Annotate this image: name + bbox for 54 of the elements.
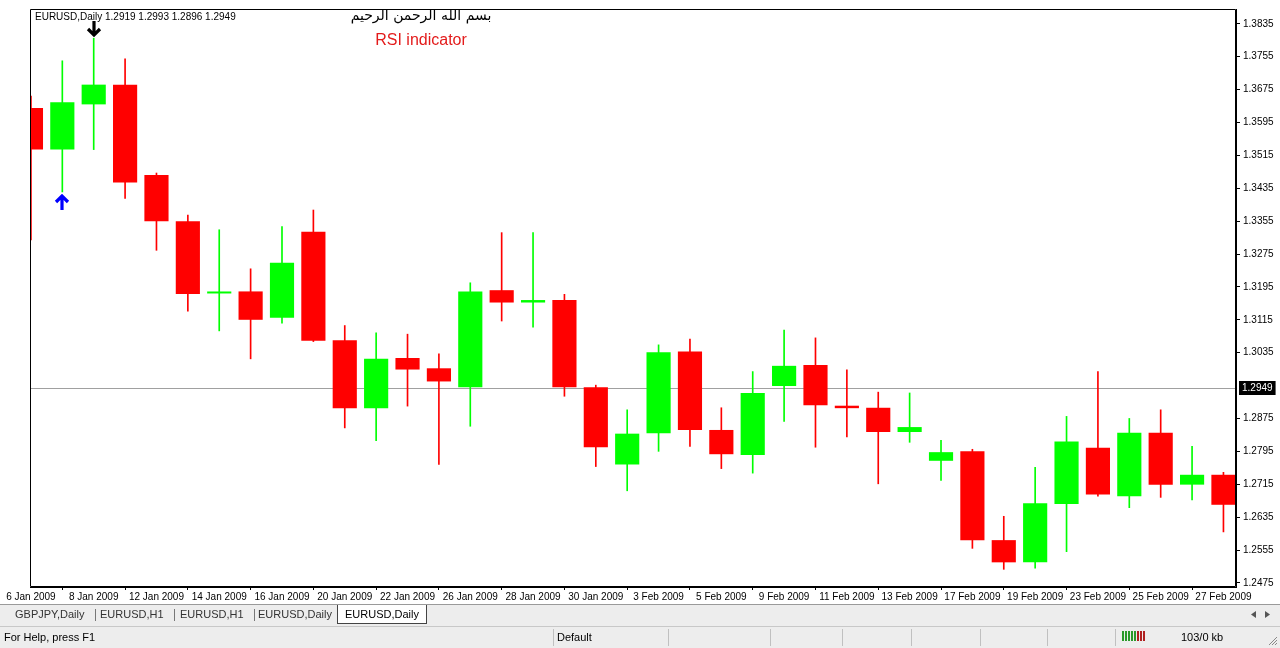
y-tick-label: 1.3435 (1243, 181, 1275, 193)
y-tick-label: 1.3195 (1243, 280, 1275, 292)
x-tick-label: 27 Feb 2009 (1195, 590, 1252, 602)
text: EURUSD,Daily (258, 607, 332, 622)
x-tick-label: 25 Feb 2009 (1132, 590, 1190, 602)
y-tick-label: 1.3275 (1243, 247, 1275, 259)
y-tick-label: 1.2715 (1243, 477, 1275, 489)
x-tick-label: 19 Feb 2009 (1007, 590, 1064, 602)
x-tick-label: 22 Jan 2009 (379, 590, 436, 602)
x-tick-label: 6 Jan 2009 (6, 590, 57, 602)
x-tick-label: 9 Feb 2009 (758, 590, 810, 602)
y-tick-label: 1.3355 (1243, 214, 1275, 226)
y-tick-label: 1.3035 (1243, 346, 1275, 358)
x-tick-label: 23 Feb 2009 (1069, 590, 1127, 602)
x-tick-label: 12 Jan 2009 (128, 590, 185, 602)
y-tick-label: 1.2475 (1243, 576, 1275, 588)
x-tick-label: 26 Jan 2009 (442, 590, 499, 602)
ref-line-label: 1.2949 (1242, 381, 1274, 393)
text: GBPJPY,Daily (15, 607, 85, 622)
chart-title: EURUSD,Daily 1.2919 1.2993 1.2896 1.2949 (35, 10, 237, 22)
y-tick-label: 1.3595 (1243, 116, 1275, 128)
y-tick-label: 1.3755 (1243, 50, 1275, 62)
y-tick-label: 1.3515 (1243, 149, 1275, 161)
x-tick-label: 20 Jan 2009 (317, 590, 373, 602)
x-tick-label: 11 Feb 2009 (819, 590, 876, 602)
x-tick-label: 13 Feb 2009 (881, 590, 939, 602)
y-tick-label: 1.3675 (1243, 83, 1275, 95)
y-tick-label: 1.2635 (1243, 510, 1275, 522)
y-tick-label: 1.2875 (1243, 412, 1275, 424)
x-tick-label: 8 Jan 2009 (68, 590, 119, 602)
candlestick (426, 353, 451, 465)
candlestick (1179, 446, 1205, 501)
candlestick (928, 439, 954, 481)
text: EURUSD,H1 (100, 607, 164, 622)
candlestick (207, 229, 232, 332)
x-tick-label: 30 Jan 2009 (568, 590, 624, 602)
candlestick (772, 329, 797, 422)
y-tick-label: 1.3835 (1243, 17, 1275, 29)
x-tick-label: 5 Feb 2009 (696, 590, 748, 602)
candlestick (81, 37, 106, 150)
x-tick-label: 17 Feb 2009 (944, 590, 1001, 602)
y-tick-label: 1.2795 (1243, 445, 1275, 457)
candlestick (520, 232, 546, 328)
text: EURUSD,H1 (180, 607, 244, 622)
x-tick-label: 14 Jan 2009 (191, 590, 248, 602)
text: Default (557, 631, 592, 644)
x-tick-label: 16 Jan 2009 (254, 590, 310, 602)
y-tick-label: 1.3115 (1243, 313, 1274, 325)
text: 103/0 kb (1181, 631, 1224, 644)
text: For Help, press F1 (4, 631, 96, 644)
y-tick-label: 1.2555 (1243, 543, 1275, 555)
annotation: RSI indicator (375, 31, 468, 49)
x-tick-label: 28 Jan 2009 (505, 590, 562, 602)
x-tick-label: 3 Feb 2009 (633, 590, 685, 602)
